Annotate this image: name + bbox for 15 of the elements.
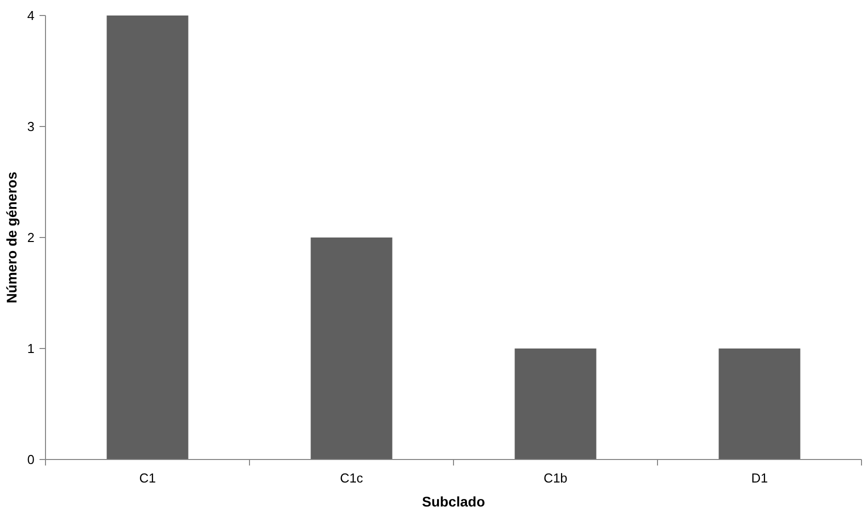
y-tick-label: 4 [27,8,35,23]
y-tick-label: 0 [27,452,35,467]
bar [106,16,188,460]
x-axis-title: Subclado [422,494,486,510]
x-tick-label: C1c [340,470,364,486]
y-tick-label: 2 [27,230,35,245]
y-axis-title: Número de géneros [3,172,20,304]
y-tick-label: 3 [27,119,35,134]
x-tick-label: C1b [544,470,568,486]
y-tick-label: 1 [27,341,35,356]
bar [514,348,596,460]
x-tick-label: D1 [751,470,768,486]
bar [718,348,800,460]
x-tick-label: C1 [139,470,156,486]
bar [310,238,392,460]
